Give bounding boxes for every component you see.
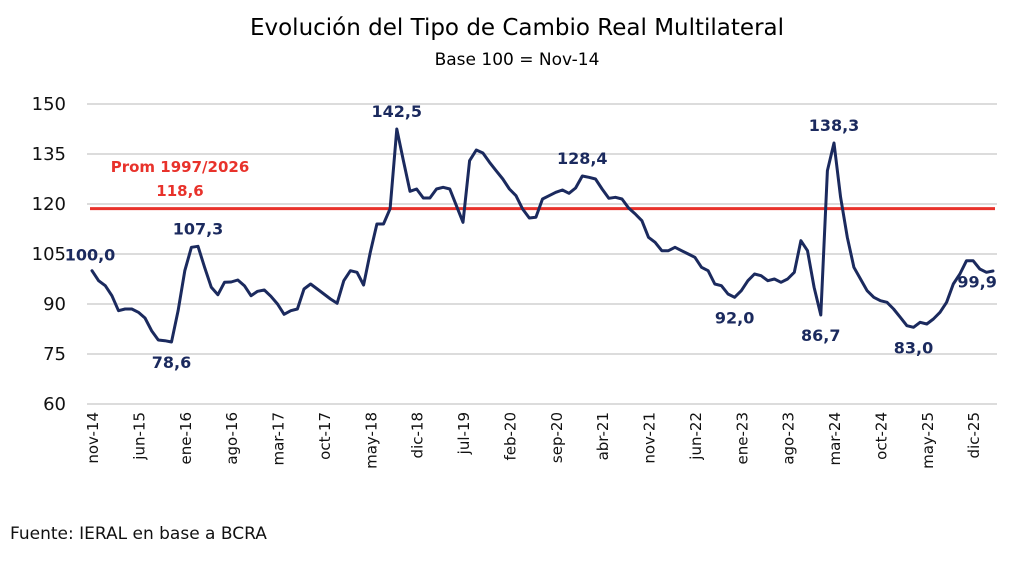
x-tick-label: ago-23 bbox=[780, 412, 798, 465]
data-label: 142,5 bbox=[371, 102, 422, 121]
x-tick-label: abr-21 bbox=[594, 412, 612, 460]
data-label: 86,7 bbox=[801, 326, 840, 345]
x-tick-label: oct-17 bbox=[316, 412, 334, 460]
x-tick-label: mar-24 bbox=[826, 412, 844, 466]
data-label: 128,4 bbox=[557, 149, 608, 168]
x-tick-label: oct-24 bbox=[872, 412, 890, 460]
data-label: 99,9 bbox=[957, 273, 996, 292]
x-tick-label: feb-20 bbox=[501, 412, 519, 461]
x-tick-label: ene-23 bbox=[733, 412, 751, 464]
source-note: Fuente: IERAL en base a BCRA bbox=[10, 524, 267, 544]
x-tick-label: nov-14 bbox=[84, 412, 102, 464]
series-line-group bbox=[90, 127, 995, 344]
x-tick-label: ago-16 bbox=[223, 412, 241, 465]
data-label: 138,3 bbox=[809, 116, 860, 135]
y-tick-label: 75 bbox=[43, 344, 66, 365]
y-tick-label: 105 bbox=[32, 244, 66, 265]
y-axis: 60 75 90 105 120 135 150 bbox=[32, 94, 66, 415]
data-label: 92,0 bbox=[715, 308, 754, 327]
y-tick-label: 135 bbox=[32, 144, 66, 165]
y-tick-label: 60 bbox=[43, 394, 66, 415]
x-tick-label: jul-19 bbox=[455, 412, 473, 455]
data-labels: 100,0 78,6 107,3 142,5 128,4 92,0 86,7 138,3 83,… bbox=[65, 102, 997, 372]
data-label: 100,0 bbox=[65, 246, 116, 265]
y-tick-label: 150 bbox=[32, 94, 66, 115]
x-tick-label: mar-17 bbox=[270, 412, 288, 466]
x-tick-label: dic-25 bbox=[965, 412, 983, 458]
x-tick-label: jun-22 bbox=[687, 412, 705, 461]
average-label-value: 118,6 bbox=[156, 182, 203, 200]
x-tick-label: sep-20 bbox=[548, 412, 566, 463]
data-label: 107,3 bbox=[173, 219, 224, 238]
y-tick-label: 120 bbox=[32, 194, 66, 215]
x-tick-label: dic-18 bbox=[409, 412, 427, 458]
x-tick-label: may-25 bbox=[919, 412, 937, 469]
data-label: 78,6 bbox=[152, 353, 191, 372]
x-tick-label: jun-15 bbox=[130, 412, 148, 461]
gridlines bbox=[87, 103, 997, 405]
x-axis: nov-14 jun-15 ene-16 ago-16 mar-17 oct-17 may-… bbox=[84, 412, 983, 469]
chart-title: Evolución del Tipo de Cambio Real Multil… bbox=[250, 15, 784, 41]
average-label-title: Prom 1997/2026 bbox=[111, 158, 250, 176]
y-tick-label: 90 bbox=[43, 294, 66, 315]
data-label: 83,0 bbox=[894, 338, 933, 357]
x-tick-label: nov-21 bbox=[641, 412, 659, 464]
chart-subtitle: Base 100 = Nov-14 bbox=[435, 50, 600, 70]
series-line-tcrm bbox=[90, 127, 995, 344]
x-tick-label: ene-16 bbox=[177, 412, 195, 464]
x-tick-label: may-18 bbox=[362, 412, 380, 469]
